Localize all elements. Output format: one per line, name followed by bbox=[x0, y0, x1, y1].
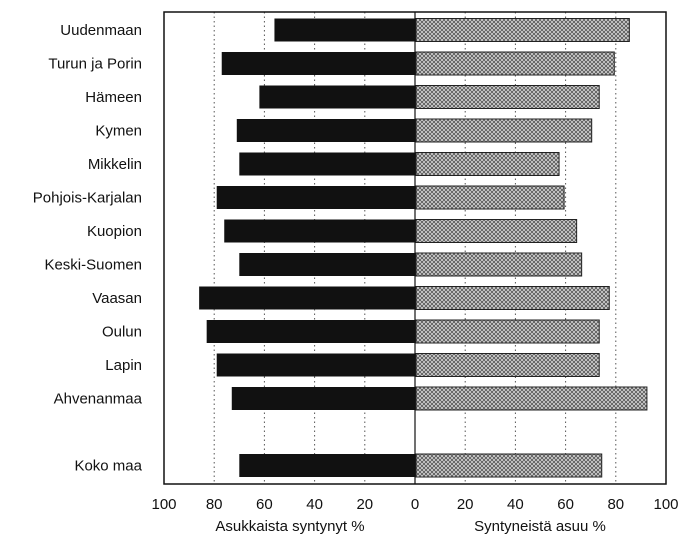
category-label: Pohjois-Karjalan bbox=[33, 190, 142, 207]
category-labels: Uudenmaan Turun ja Porin Hämeen Kymen Mikkel… bbox=[33, 22, 143, 475]
tick-label: 100 bbox=[151, 496, 176, 513]
category-label: Mikkelin bbox=[88, 156, 142, 173]
tick-label: 60 bbox=[256, 496, 273, 513]
bar-right bbox=[415, 453, 603, 478]
bar-right bbox=[415, 51, 615, 76]
bar-left bbox=[274, 18, 415, 42]
category-label: Kuopion bbox=[87, 223, 142, 240]
category-label: Kymen bbox=[95, 123, 142, 140]
bar-right bbox=[415, 386, 648, 411]
tick-label: 60 bbox=[557, 496, 574, 513]
category-label: Uudenmaan bbox=[60, 22, 142, 39]
bar-left bbox=[216, 186, 415, 209]
category-label: Turun ja Porin bbox=[48, 56, 142, 73]
bar-right bbox=[415, 18, 630, 42]
category-label: Ahvenanmaa bbox=[54, 391, 143, 408]
category-label: Vaasan bbox=[92, 290, 142, 307]
right-axis-label: Syntyneistä asuu % bbox=[474, 518, 606, 535]
bar-right bbox=[415, 118, 593, 143]
bar-right bbox=[415, 185, 565, 210]
tick-label: 80 bbox=[206, 496, 223, 513]
bars bbox=[199, 18, 648, 478]
bar-left bbox=[206, 320, 415, 343]
tick-label: 20 bbox=[457, 496, 474, 513]
category-label: Keski-Suomen bbox=[44, 257, 142, 274]
left-axis-label: Asukkaista syntynyt % bbox=[215, 518, 364, 535]
bar-left bbox=[199, 286, 415, 310]
category-label: Lapin bbox=[105, 357, 142, 374]
bar-left bbox=[236, 119, 415, 142]
tick-labels: 100 80 60 40 20 0 20 40 60 80 100 bbox=[151, 496, 678, 513]
bar-right bbox=[415, 152, 560, 176]
tick-label: 0 bbox=[411, 496, 419, 513]
bar-left bbox=[216, 353, 415, 377]
category-label: Hämeen bbox=[85, 89, 142, 106]
bar-left bbox=[239, 152, 415, 176]
bar-right bbox=[415, 219, 578, 243]
tick-label: 100 bbox=[653, 496, 678, 513]
category-label: Koko maa bbox=[74, 458, 142, 475]
bar-left bbox=[231, 387, 415, 410]
bar-left bbox=[221, 52, 415, 75]
bar-right bbox=[415, 252, 583, 277]
bar-left bbox=[239, 454, 415, 477]
tick-label: 80 bbox=[607, 496, 624, 513]
bar-right bbox=[415, 353, 600, 377]
bar-left bbox=[239, 253, 415, 276]
bar-left bbox=[259, 85, 415, 109]
tick-label: 40 bbox=[507, 496, 524, 513]
bar-right bbox=[415, 286, 610, 310]
category-label: Oulun bbox=[102, 324, 142, 341]
tick-label: 40 bbox=[306, 496, 323, 513]
bar-left bbox=[224, 219, 415, 243]
tick-label: 20 bbox=[356, 496, 373, 513]
bar-right bbox=[415, 85, 600, 109]
bar-right bbox=[415, 319, 600, 344]
